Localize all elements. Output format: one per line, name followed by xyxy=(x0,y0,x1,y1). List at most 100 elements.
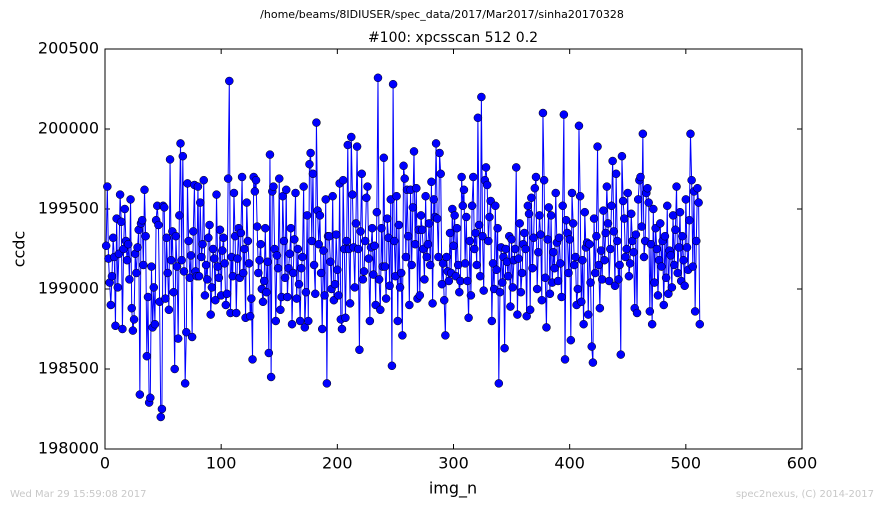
data-point xyxy=(643,183,652,193)
data-point xyxy=(142,351,152,361)
data-point xyxy=(613,236,622,246)
data-point xyxy=(561,215,571,225)
data-point xyxy=(571,252,580,262)
data-point xyxy=(614,275,623,284)
data-point xyxy=(182,327,191,337)
data-point xyxy=(156,412,166,422)
data-point xyxy=(251,175,261,185)
data-point xyxy=(281,185,291,195)
data-point xyxy=(407,260,416,270)
data-point xyxy=(609,227,619,236)
data-point xyxy=(139,260,148,270)
data-point xyxy=(256,239,265,249)
data-point xyxy=(305,159,314,169)
data-point xyxy=(170,364,179,374)
data-point xyxy=(479,286,488,295)
data-point xyxy=(365,316,375,326)
data-point xyxy=(238,268,248,278)
data-point xyxy=(196,198,205,207)
data-point xyxy=(301,287,311,297)
data-point xyxy=(515,219,524,228)
data-point xyxy=(502,257,512,267)
data-point xyxy=(659,300,669,310)
data-point xyxy=(367,223,377,233)
data-point xyxy=(666,251,675,260)
data-point xyxy=(403,231,413,241)
data-point xyxy=(207,283,217,292)
data-point xyxy=(566,335,576,345)
data-point xyxy=(314,239,323,249)
data-point xyxy=(137,215,147,225)
data-point xyxy=(427,177,436,187)
data-point xyxy=(459,185,469,195)
data-point xyxy=(471,228,480,238)
data-point xyxy=(291,188,300,198)
data-point xyxy=(379,153,389,163)
data-point xyxy=(606,244,615,254)
data-point xyxy=(567,188,577,198)
data-point xyxy=(578,255,587,265)
data-point xyxy=(364,254,373,263)
data-point xyxy=(611,169,621,179)
data-point xyxy=(294,279,304,289)
data-point xyxy=(265,150,275,159)
data-point xyxy=(674,243,684,252)
data-point xyxy=(337,324,347,334)
data-point xyxy=(304,316,313,326)
data-point xyxy=(545,289,555,299)
data-point xyxy=(213,262,222,271)
data-point xyxy=(662,201,672,211)
data-point xyxy=(394,220,404,230)
data-point xyxy=(159,203,169,212)
data-point xyxy=(426,260,435,270)
data-point xyxy=(468,172,478,182)
footer-credit: spec2nexus, (C) 2014-2017 xyxy=(736,489,874,500)
data-point xyxy=(455,287,464,297)
data-point xyxy=(333,265,342,275)
data-point xyxy=(374,275,384,284)
data-point xyxy=(396,268,406,278)
data-point xyxy=(172,262,182,271)
data-point xyxy=(543,235,552,244)
data-point xyxy=(575,191,585,201)
data-point xyxy=(348,190,357,199)
data-point xyxy=(432,214,442,223)
data-point xyxy=(624,271,634,281)
data-point xyxy=(617,151,627,161)
data-point xyxy=(536,230,545,239)
data-point xyxy=(180,379,190,388)
data-point xyxy=(171,231,181,241)
data-point xyxy=(218,246,227,255)
data-point xyxy=(420,275,429,284)
data-point xyxy=(580,207,590,217)
data-point xyxy=(589,214,599,223)
data-point xyxy=(473,113,483,123)
data-point xyxy=(559,110,569,119)
data-point xyxy=(675,207,685,217)
data-point xyxy=(149,283,159,292)
data-point xyxy=(317,324,327,334)
data-point xyxy=(673,268,682,278)
data-point xyxy=(579,319,588,329)
data-point xyxy=(449,241,458,251)
data-point xyxy=(669,260,679,270)
data-point xyxy=(465,236,475,246)
y-tick-label: 200000 xyxy=(38,119,99,138)
data-point xyxy=(442,252,451,262)
data-point xyxy=(133,243,142,252)
data-point xyxy=(113,283,123,292)
data-point xyxy=(513,310,522,319)
data-point xyxy=(527,193,536,203)
data-point xyxy=(208,244,218,254)
data-point xyxy=(202,275,212,284)
data-point xyxy=(620,214,629,223)
data-point xyxy=(388,79,398,89)
data-point xyxy=(219,233,228,243)
data-point xyxy=(421,191,430,201)
data-point xyxy=(184,236,193,246)
data-point xyxy=(220,259,229,268)
data-point xyxy=(588,358,598,367)
data-point xyxy=(568,219,578,228)
data-point xyxy=(585,239,594,249)
